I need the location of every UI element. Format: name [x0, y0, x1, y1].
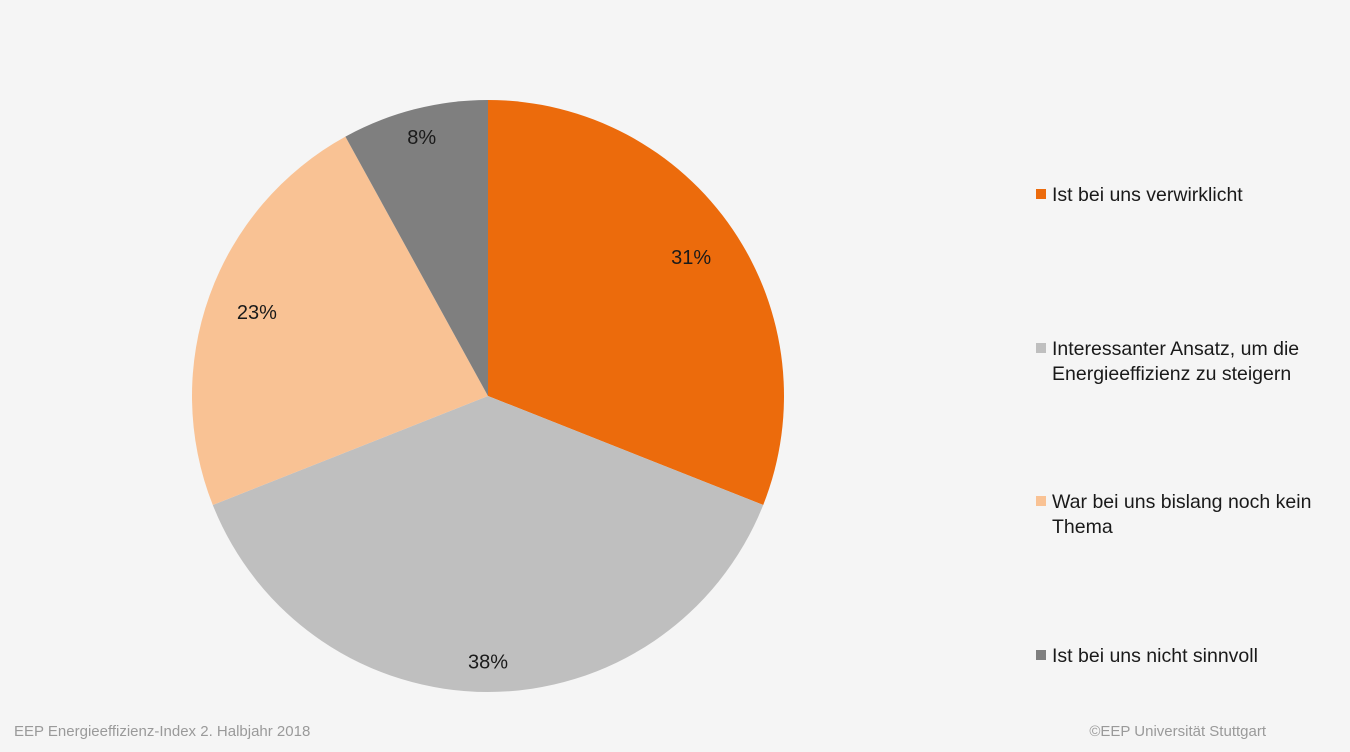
slice-label-nicht-sinnvoll: 8% [407, 127, 436, 149]
legend-label-nicht-sinnvoll: Ist bei uns nicht sinnvoll [1052, 645, 1258, 667]
legend-item-nicht-sinnvoll: Ist bei uns nicht sinnvoll [1036, 644, 1350, 669]
legend-swatch-kein-thema [1036, 496, 1046, 506]
copyright-note: ©EEP Universität Stuttgart [1089, 723, 1266, 740]
legend-label-kein-thema: War bei uns bislang noch kein Thema [1052, 491, 1312, 538]
legend-item-kein-thema: War bei uns bislang noch kein Thema [1036, 490, 1350, 540]
legend-item-interessanter-ansatz: Interessanter Ansatz, um die Energieeffi… [1036, 337, 1350, 387]
legend-label-interessanter-ansatz: Interessanter Ansatz, um die Energieeffi… [1052, 338, 1300, 385]
pie-slice-nicht-sinnvoll [345, 100, 488, 396]
pie-slice-kein-thema [192, 136, 488, 505]
legend-swatch-nicht-sinnvoll [1036, 650, 1046, 660]
legend-item-verwirklicht: Ist bei uns verwirklicht [1036, 183, 1350, 208]
pie-slice-verwirklicht [488, 100, 785, 505]
slice-label-verwirklicht: 31% [671, 247, 711, 269]
legend-label-verwirklicht: Ist bei uns verwirklicht [1052, 184, 1243, 206]
source-note: EEP Energieeffizienz-Index 2. Halbjahr 2… [14, 723, 311, 740]
legend-swatch-interessanter-ansatz [1036, 343, 1046, 353]
legend-swatch-verwirklicht [1036, 189, 1046, 199]
pie-slice-interessanter-ansatz [212, 396, 764, 693]
slice-label-interessanter-ansatz: 38% [468, 651, 508, 673]
slice-label-kein-thema: 23% [237, 302, 277, 324]
